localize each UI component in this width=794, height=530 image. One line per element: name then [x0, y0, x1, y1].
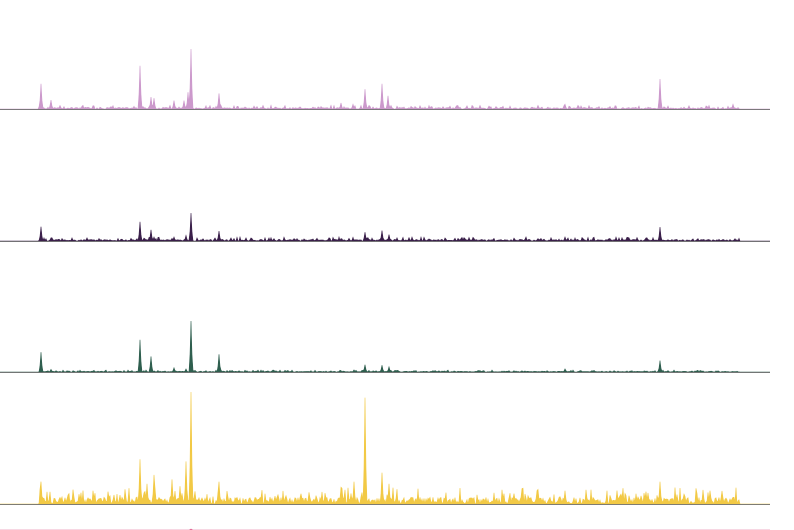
- tracks-group: [0, 48, 770, 530]
- series-4-area: [0, 391, 770, 505]
- series-3-area: [0, 320, 770, 373]
- series-1-area: [0, 48, 770, 110]
- series-2-area: [0, 212, 770, 242]
